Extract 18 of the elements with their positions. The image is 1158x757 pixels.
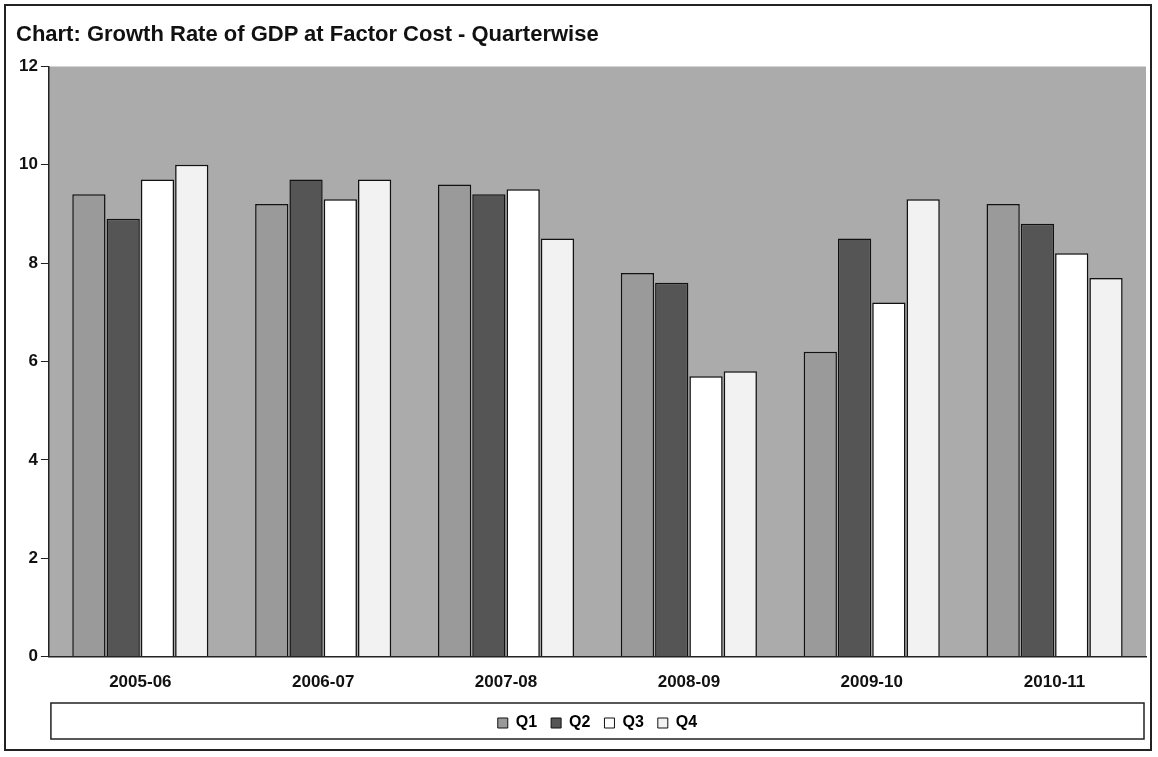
x-tick-label: 2007-08: [474, 672, 538, 692]
legend-label: Q1: [515, 713, 538, 731]
x-tick-label: 2006-07: [291, 672, 355, 692]
x-tick-label: 2005-06: [109, 672, 172, 692]
x-tick-label: 2008-09: [657, 672, 721, 692]
y-tick-label: 6: [28, 351, 38, 371]
legend-label: Q4: [675, 713, 698, 731]
chart-title: Chart: Growth Rate of GDP at Factor Cost - Quarterwise: [16, 21, 599, 47]
y-tick-label: 12: [18, 56, 38, 76]
y-tick-label: 4: [28, 449, 39, 469]
legend-label: Q2: [569, 713, 591, 731]
x-tick-label: 2009-10: [840, 672, 903, 692]
y-tick-label: 10: [18, 154, 38, 174]
x-tick-label: 2010-11: [1023, 672, 1086, 692]
y-tick-label: 2: [28, 547, 38, 567]
y-tick-label: 8: [28, 252, 38, 272]
legend-label: Q3: [622, 713, 644, 731]
y-tick-label: 0: [28, 646, 38, 666]
